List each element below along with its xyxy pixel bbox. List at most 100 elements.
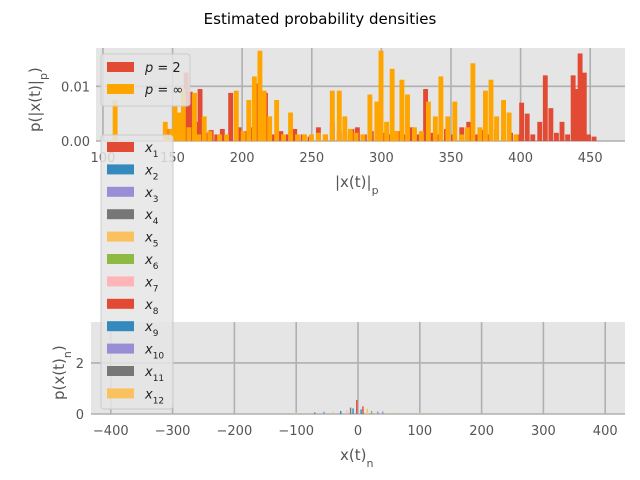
bar-p2: [249, 127, 255, 141]
bar-pinf: [201, 116, 207, 141]
bar-pinf: [172, 105, 178, 141]
bar-pinf: [180, 89, 186, 141]
legend-label-x9: x9: [144, 320, 159, 339]
bar-pinf: [445, 116, 451, 141]
legend-label-x5: x5: [144, 231, 158, 250]
bar-component: [339, 410, 342, 414]
top-histogram-bars: [112, 50, 597, 142]
bar-pinf: [288, 112, 293, 141]
bar-pinf: [347, 128, 353, 141]
bar-pinf: [378, 50, 384, 142]
bar-p2: [524, 113, 530, 141]
bar-component: [443, 412, 446, 414]
top-x-axis-label: |x(t)|p: [335, 173, 379, 197]
legend-label-x7: x7: [144, 275, 158, 294]
bar-pinf: [196, 134, 202, 141]
bar-pinf: [217, 134, 222, 141]
bar-p2: [530, 134, 536, 141]
bar-pinf: [176, 112, 182, 141]
bar-component: [295, 412, 297, 414]
bar-pinf: [257, 50, 263, 142]
bar-pinf: [501, 99, 506, 141]
bottom-x-tick-label: 0: [354, 424, 362, 439]
top-x-tick-label: 250: [299, 151, 324, 166]
top-y-tick-label: 0.00: [61, 135, 90, 150]
legend-swatch-x3: [107, 186, 134, 197]
bottom-y-label-text: p(x(t)n): [50, 345, 74, 400]
bar-pinf: [295, 134, 300, 141]
bottom-gridlines: [91, 322, 625, 415]
bar-pinf: [267, 116, 273, 141]
figure-title: Estimated probability densities: [204, 10, 437, 28]
bar-p2: [423, 89, 429, 141]
bar-component: [276, 412, 279, 414]
bar-component: [352, 408, 354, 414]
bottom-x-tick-label: −300: [155, 424, 191, 439]
bottom-x-tick-label: 400: [593, 424, 618, 439]
legend-swatch-x2: [107, 164, 134, 175]
bar-component: [349, 407, 352, 414]
bar-p2: [187, 91, 193, 141]
legend-swatch-pinf: [107, 84, 134, 94]
bar-component: [362, 406, 364, 414]
top-x-tick-label: 450: [578, 151, 603, 166]
bar-pinf: [488, 79, 494, 141]
bar-p2: [581, 72, 587, 141]
bar-component: [394, 412, 396, 414]
bar-pinf: [418, 131, 424, 141]
bar-pinf: [367, 94, 373, 141]
top-y-tick-label: 0.01: [61, 80, 90, 95]
bar-pinf: [470, 63, 476, 142]
top-x-tick-label: 200: [230, 151, 255, 166]
bar-p2: [381, 132, 387, 141]
bar-pinf: [360, 134, 366, 141]
bar-p2: [416, 134, 422, 141]
bottom-x-tick-label: 300: [531, 424, 556, 439]
legend-label-pinf: p = ∞: [144, 83, 183, 98]
legend-swatch-x5: [107, 231, 134, 242]
legend-label-x12: x12: [144, 387, 164, 406]
bottom-x-tick-label: −400: [93, 424, 129, 439]
bar-pinf: [233, 90, 239, 141]
bar-component: [360, 409, 362, 414]
bottom-x-tick-label: 200: [469, 424, 494, 439]
bar-p2: [591, 136, 597, 141]
top-density-plot: 1001502002503003504004500.000.01 |x(t)|p…: [26, 48, 625, 197]
bar-p2: [574, 89, 580, 141]
legend-swatch-x9: [107, 321, 134, 332]
bar-p2: [542, 75, 548, 141]
bar-pinf: [281, 134, 287, 141]
legend-swatch-x8: [107, 298, 134, 309]
bar-pinf: [112, 99, 118, 141]
legend-swatch-x11: [107, 366, 134, 376]
legend-swatch-x4: [107, 209, 134, 220]
legend-label-x6: x6: [144, 253, 159, 272]
bar-p2: [565, 134, 571, 141]
bar-pinf: [384, 121, 390, 141]
bar-pinf: [240, 131, 246, 141]
bar-p2: [480, 130, 486, 141]
bar-p2: [285, 134, 291, 141]
bar-p2: [271, 134, 277, 141]
component-legend: x1 x2 x3 x4 x5 x6 x7 x8 x9 x10 x11 x12: [100, 134, 174, 410]
component-legend-frame: [100, 134, 174, 410]
bar-pinf: [302, 134, 307, 141]
top-legend: p = 2 p = ∞: [100, 53, 191, 107]
bar-p2: [183, 72, 189, 141]
bar-pinf: [399, 79, 405, 141]
bar-pinf: [412, 127, 417, 141]
bar-p2: [537, 121, 543, 141]
bar-p2: [219, 128, 225, 141]
bar-p2: [459, 127, 465, 141]
bar-p2: [570, 75, 576, 141]
bar-p2: [243, 131, 249, 141]
bar-pinf: [464, 127, 470, 141]
bottom-x-tick-label: −100: [278, 424, 314, 439]
legend-label-x10: x10: [144, 343, 164, 362]
bar-pinf: [389, 68, 395, 141]
bar-p2: [409, 127, 415, 141]
top-y-label-text: p(|x(t)|p): [26, 67, 50, 132]
bar-p2: [519, 102, 525, 141]
legend-swatch-x6: [107, 254, 134, 264]
